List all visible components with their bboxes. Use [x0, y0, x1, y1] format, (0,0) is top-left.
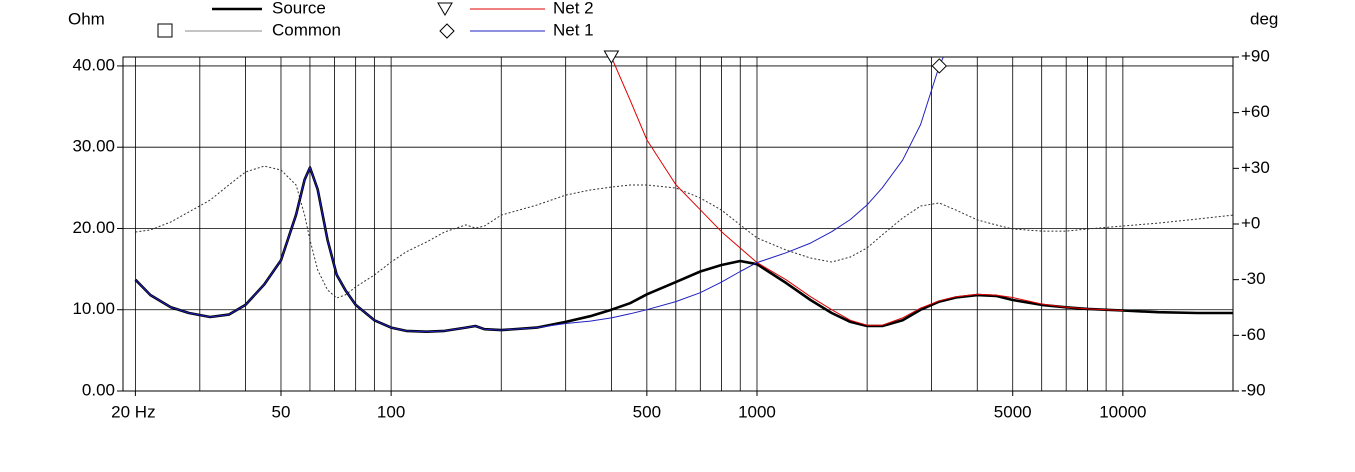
- marker-diamond: [931, 58, 948, 74]
- y-tick-label: 40.00: [72, 55, 115, 74]
- series-line: [135, 57, 944, 333]
- x-tick-label: 50: [272, 402, 291, 421]
- legend-label: Source: [272, 0, 326, 17]
- y-tick-label: 10.00: [72, 299, 115, 318]
- y2-axis-label: deg: [1250, 9, 1278, 28]
- y2-tick-label: -30: [1241, 269, 1266, 288]
- y-tick-label: 20.00: [72, 218, 115, 237]
- x-tick-label: 500: [633, 402, 661, 421]
- marker-diamond: [439, 23, 455, 39]
- legend-label: Common: [272, 20, 341, 39]
- y2-tick-label: +60: [1241, 102, 1270, 121]
- y2-tick-label: -90: [1241, 380, 1266, 399]
- x-tick-label: 1000: [738, 402, 776, 421]
- y-axis-label: Ohm: [68, 9, 105, 28]
- x-tick-label: 10000: [1099, 402, 1146, 421]
- series-line: [135, 165, 1233, 299]
- legend-label: Net 1: [553, 20, 594, 39]
- y2-tick-label: -60: [1241, 325, 1266, 344]
- x-tick-label: 100: [377, 402, 405, 421]
- marker-triangle: [437, 2, 453, 16]
- y2-tick-label: +90: [1241, 46, 1270, 65]
- marker-triangle: [603, 50, 620, 64]
- x-tick-label: 5000: [994, 402, 1032, 421]
- grid: 0.00 10.00 20.00 30.00 40.00 +90 +60 +30 +0 -30 -6…: [72, 46, 1269, 421]
- plot-frame: [122, 56, 1234, 392]
- overlay: Source Common Net 2 Net 1: [157, 0, 948, 74]
- y2-tick-label: +0: [1241, 213, 1260, 232]
- x-tick-label: 20 Hz: [111, 402, 155, 421]
- y2-tick-label: +30: [1241, 158, 1270, 177]
- y-tick-label: 30.00: [72, 137, 115, 156]
- legend-label: Net 2: [553, 0, 594, 17]
- plot-area: [134, 57, 1233, 333]
- marker-square: [157, 23, 173, 38]
- y-tick-label: 0.00: [82, 380, 115, 399]
- series-line: [610, 57, 1123, 326]
